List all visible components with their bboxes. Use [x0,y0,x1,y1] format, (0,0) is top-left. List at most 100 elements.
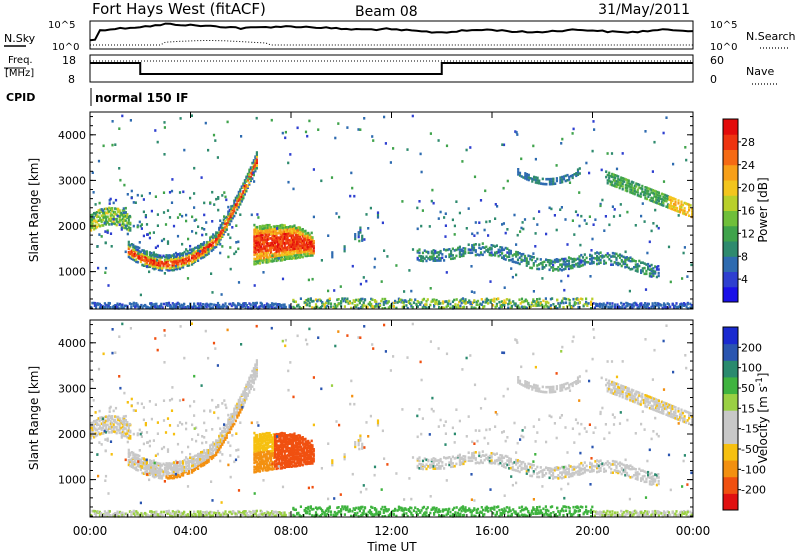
power-cell [625,301,628,305]
power-cell [600,168,603,172]
velocity-cell [221,442,224,445]
velocity-cell [307,457,310,461]
power-cell [215,243,218,247]
power-cell [191,263,194,266]
power-cell [294,240,297,244]
power-cell [514,304,517,307]
power-cell [219,226,222,229]
velocity-cell [144,463,147,467]
power-cell [311,236,314,239]
power-cell [645,189,648,192]
velocity-cell [297,448,300,451]
power-cell [269,251,273,254]
velocity-cell [156,452,159,456]
power-cell [263,238,266,241]
power-cell [96,303,99,306]
power-cell [610,305,613,309]
power-cell [198,248,201,251]
power-cell [120,306,123,310]
velocity-cell [197,467,200,470]
power-cell [428,225,431,228]
power-cell [370,302,373,306]
velocity-cell [189,404,192,408]
power-cell [276,258,279,262]
power-cell [123,218,126,221]
velocity-cell [90,434,93,437]
power-cell [206,303,209,307]
power-cell [335,306,338,309]
velocity-cell [227,418,230,422]
velocity-cell [108,431,111,434]
power-cell [550,177,553,181]
power-cell [207,243,210,247]
velocity-cell [150,468,153,472]
velocity-cell [165,470,168,474]
power-cell [677,210,680,213]
power-cell [317,128,320,131]
power-cell [296,240,299,244]
velocity-cell [260,441,263,445]
power-cell [592,260,595,264]
power-cell [239,200,242,204]
power-cell [596,258,599,262]
power-cell [311,245,314,248]
power-cell [355,305,358,309]
power-cell [357,307,360,310]
power-cell [109,212,112,215]
power-cell [643,272,646,276]
power-cell [258,236,261,240]
velocity-cell [310,448,313,451]
power-cell [179,305,182,308]
power-cell [141,258,144,262]
power-cell [280,306,284,310]
velocity-cell [230,425,233,429]
velocity-cell [298,436,302,439]
power-cell [272,241,275,244]
power-cell [541,182,544,186]
power-cell [201,246,204,249]
velocity-cell [222,429,225,433]
power-cell [193,304,196,308]
power-cell [446,248,449,252]
power-cell [380,280,383,283]
power-cell [317,298,320,302]
power-cell [224,195,227,199]
power-cell [513,302,516,305]
velocity-cell [225,423,228,427]
power-cell [385,300,388,304]
power-cell [338,215,341,219]
power-cell [290,252,293,256]
power-cell [290,225,293,229]
velocity-cell [276,462,279,465]
power-cell [290,243,293,246]
power-cell [564,179,567,183]
power-cell [599,202,602,206]
power-cell [408,269,411,272]
power-cell [153,265,156,268]
velocity-cell [198,463,201,467]
power-cell [200,254,203,258]
power-cell [405,300,408,303]
velocity-cell [229,444,232,448]
velocity-cell [192,466,195,469]
velocity-cell [133,458,136,462]
velocity-cell [142,442,145,446]
power-cell [174,259,177,263]
power-cell [161,306,164,309]
velocity-cell [201,435,204,438]
power-cell [104,266,108,270]
power-cell [362,304,365,308]
velocity-cell [210,451,213,455]
power-cell [414,298,417,301]
power-cell [109,207,112,210]
velocity-cell [304,456,307,459]
velocity-cell [150,472,153,475]
velocity-cell [261,462,264,466]
power-cell [142,304,145,308]
power-cell [103,207,106,211]
power-cell [231,204,234,208]
power-cell [467,248,470,251]
power-cell [144,215,147,219]
power-cell [657,202,660,205]
power-cell [300,230,303,233]
